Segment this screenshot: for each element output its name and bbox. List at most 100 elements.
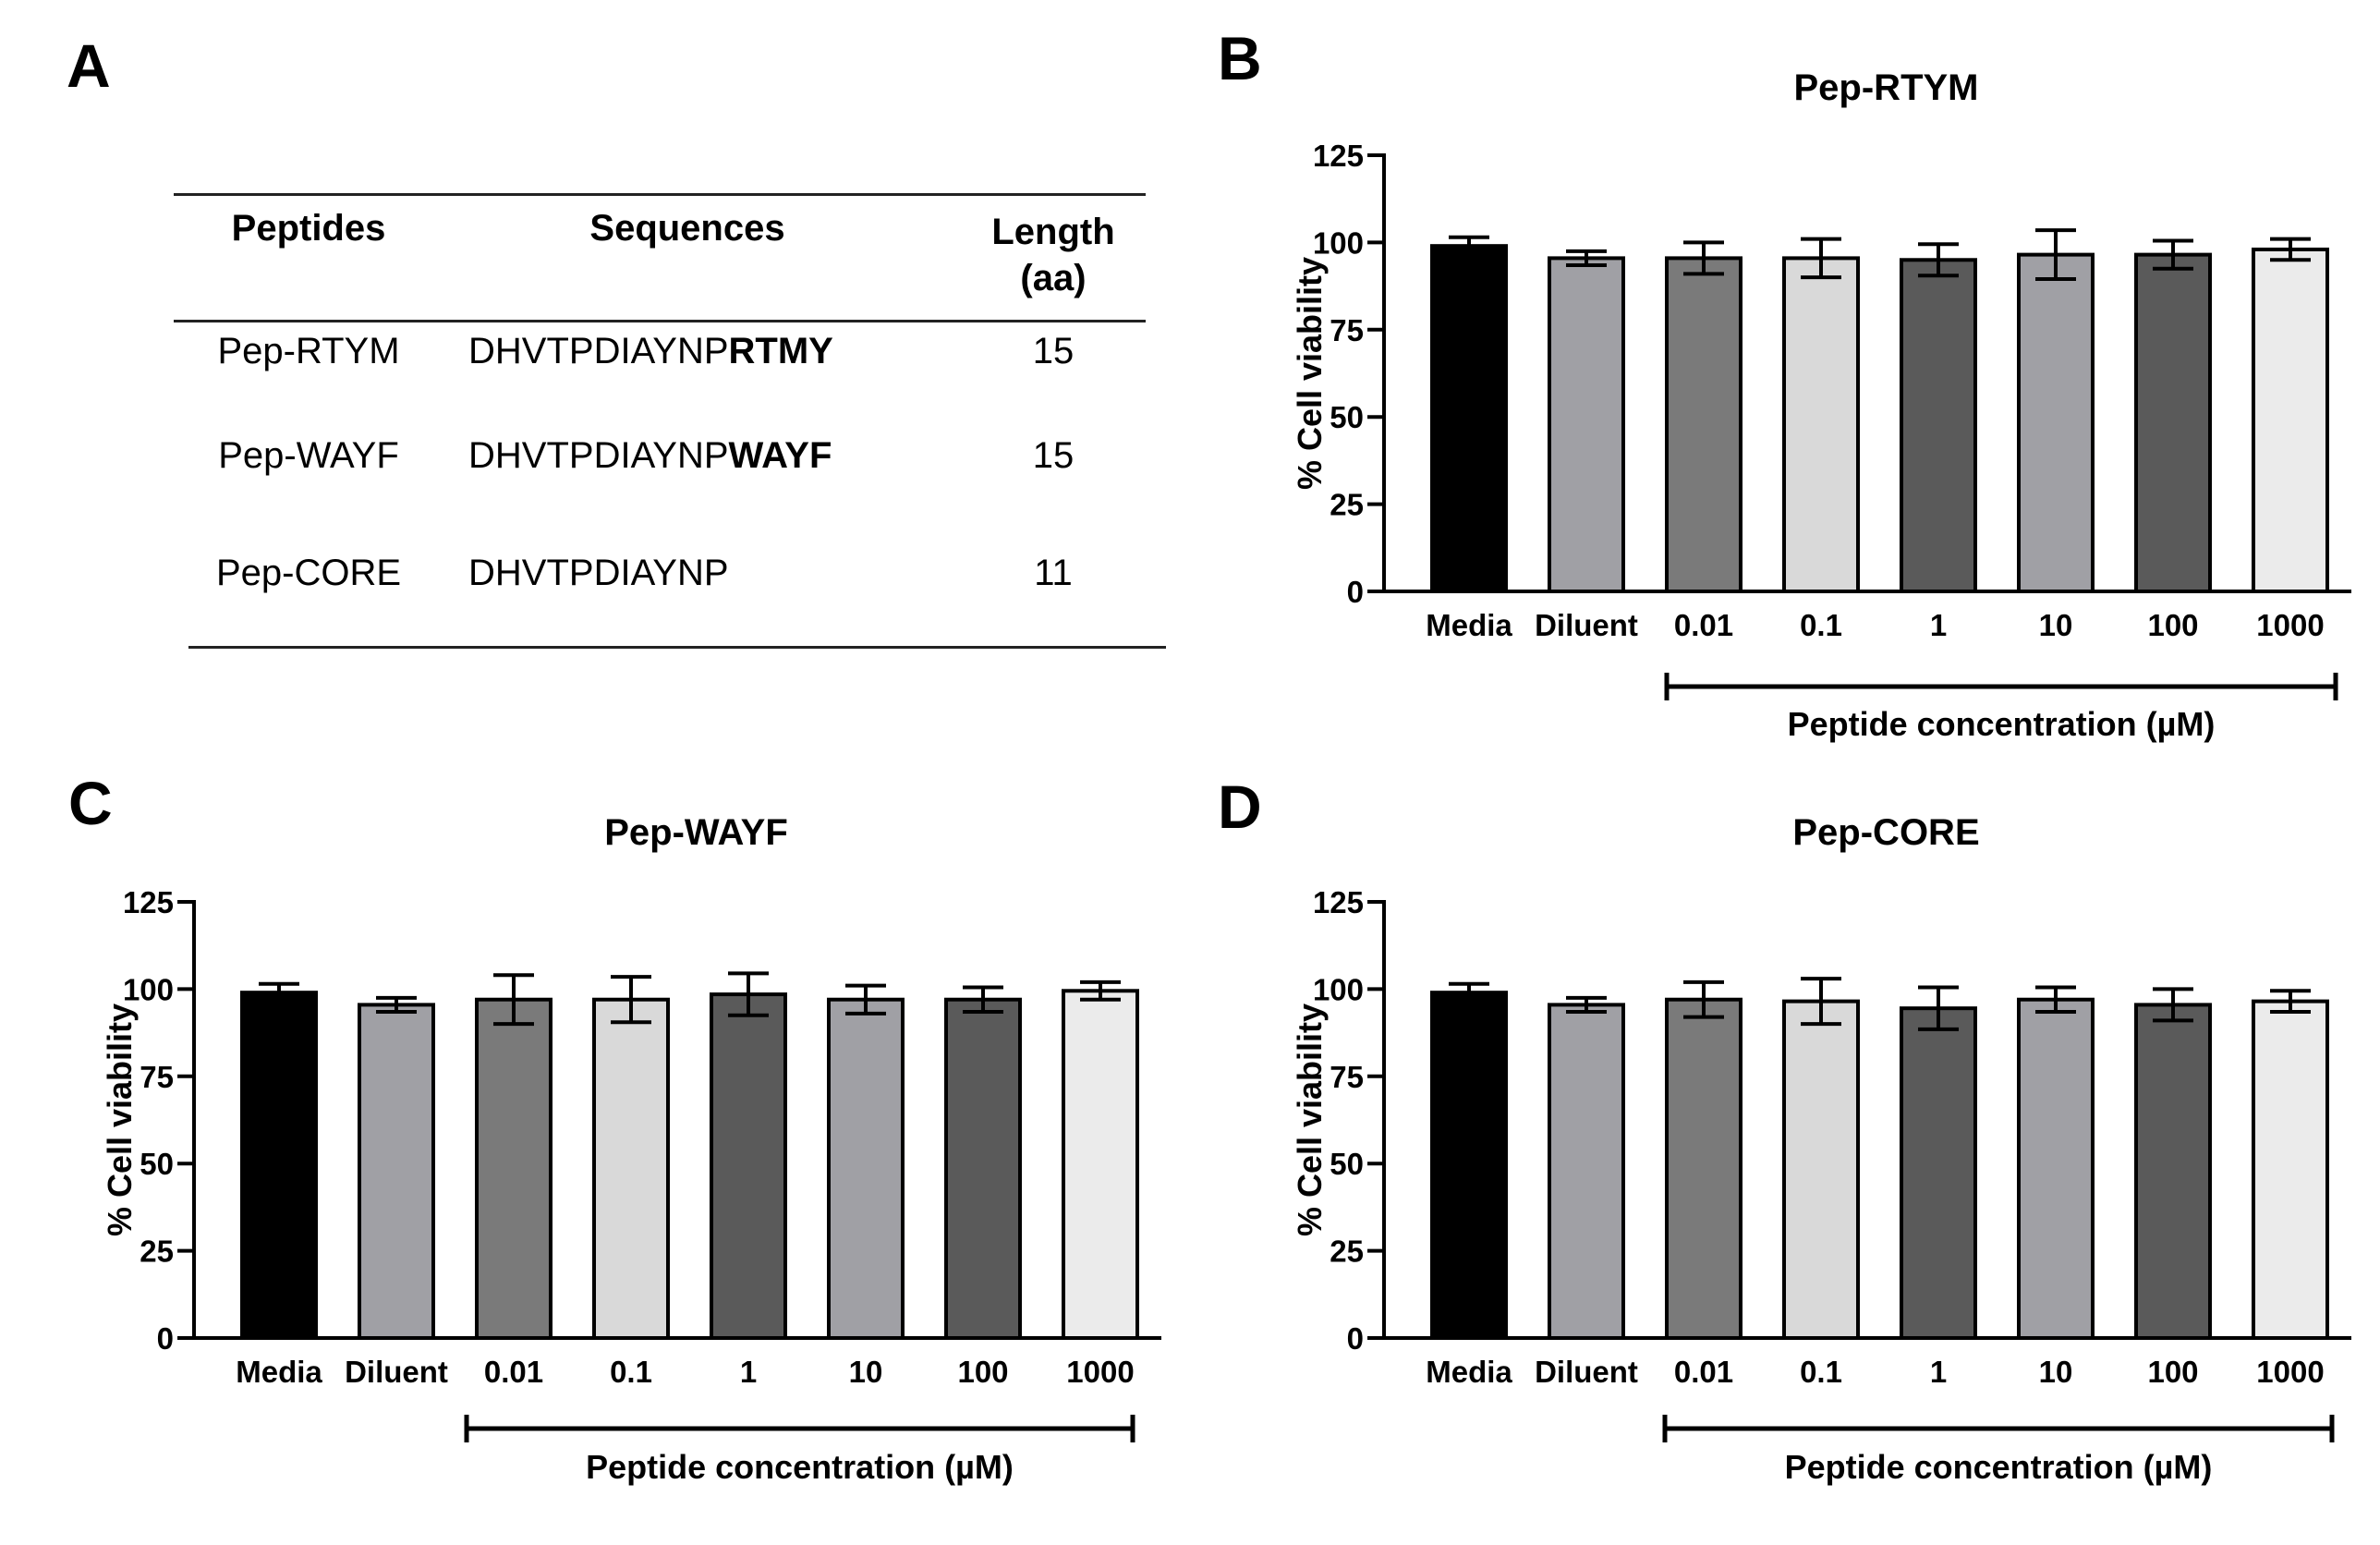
bar xyxy=(1548,256,1625,593)
x-axis-label: Peptide concentration (µM) xyxy=(1785,1448,2213,1486)
row-sequence-base: DHVTPDIAYNP xyxy=(468,553,729,593)
bar xyxy=(827,997,905,1341)
y-tick-label: 75 xyxy=(140,1060,174,1094)
row-sequence-base: DHVTPDIAYNP xyxy=(468,435,729,476)
bar xyxy=(240,991,318,1341)
y-tick-label: 25 xyxy=(1330,488,1364,522)
x-tick-label: 0.1 xyxy=(610,1355,652,1389)
bar xyxy=(1900,258,1977,593)
chart-title: Pep-WAYF xyxy=(604,812,788,853)
x-axis-label: Peptide concentration (µM) xyxy=(586,1448,1014,1486)
bar xyxy=(1782,256,1860,593)
row-sequence-motif: RTMY xyxy=(728,331,833,371)
x-tick-label: 100 xyxy=(2147,1355,2198,1389)
y-tick-label: 75 xyxy=(1330,313,1364,347)
y-tick-label: 100 xyxy=(1313,972,1364,1006)
y-tick-label: 0 xyxy=(157,1321,174,1356)
y-tick-label: 25 xyxy=(1330,1235,1364,1269)
x-tick-label: 0.1 xyxy=(1800,608,1842,642)
bar xyxy=(1430,991,1508,1341)
x-tick-label: Diluent xyxy=(1535,1355,1638,1389)
bar xyxy=(358,1003,435,1340)
y-tick-label: 125 xyxy=(1313,885,1364,919)
x-tick-label: 0.01 xyxy=(484,1355,543,1389)
chart-title: Pep-RTYM xyxy=(1794,67,1979,108)
header-sequences: Sequences xyxy=(589,208,785,249)
y-axis-label: % Cell viability xyxy=(1291,1004,1329,1236)
y-tick-label: 0 xyxy=(1347,1321,1364,1356)
row-sequence: DHVTPDIAYNPRTMY xyxy=(468,333,833,370)
x-tick-label: Media xyxy=(1426,608,1512,642)
row-length: 15 xyxy=(1032,435,1075,476)
row-peptide: Pep-RTYM xyxy=(217,331,400,371)
header-length-line2: (aa) xyxy=(1020,258,1087,298)
x-tick-label: Diluent xyxy=(1535,608,1638,642)
x-tick-label: 1000 xyxy=(1066,1355,1134,1389)
bar xyxy=(1665,256,1742,593)
row-sequence: DHVTPDIAYNP xyxy=(468,554,729,591)
y-tick-label: 50 xyxy=(1330,1147,1364,1181)
bar xyxy=(1430,244,1508,593)
bar xyxy=(1900,1006,1977,1340)
x-tick-label: 1000 xyxy=(2256,608,2324,642)
x-axis-label: Peptide concentration (µM) xyxy=(1788,705,2216,743)
y-tick-label: 50 xyxy=(1330,400,1364,434)
x-tick-label: 10 xyxy=(2039,608,2073,642)
x-tick-label: 10 xyxy=(2039,1355,2073,1389)
panel-letter-d: D xyxy=(1218,772,1262,841)
header-peptides: Peptides xyxy=(231,208,386,249)
chart-title: Pep-CORE xyxy=(1792,812,1979,853)
x-tick-label: Diluent xyxy=(345,1355,448,1389)
y-axis-label: % Cell viability xyxy=(101,1004,139,1236)
x-tick-label: 1 xyxy=(1930,1355,1947,1389)
table-header-rule xyxy=(174,320,1146,322)
header-length: Length (aa) xyxy=(991,209,1114,301)
y-tick-label: 100 xyxy=(1313,225,1364,260)
bar xyxy=(1665,997,1742,1341)
x-tick-label: 1 xyxy=(740,1355,757,1389)
row-length: 15 xyxy=(1032,331,1075,371)
bar xyxy=(944,997,1022,1341)
header-length-line1: Length xyxy=(991,212,1115,252)
bar xyxy=(2252,247,2329,593)
panel-letter-b: B xyxy=(1218,24,1262,92)
x-tick-label: Media xyxy=(1426,1355,1512,1389)
x-tick-label: Media xyxy=(236,1355,322,1389)
row-sequence-base: DHVTPDIAYNP xyxy=(468,331,729,371)
bar xyxy=(1548,1003,1625,1340)
x-tick-label: 100 xyxy=(957,1355,1008,1389)
bar xyxy=(1062,989,1139,1340)
y-tick-label: 0 xyxy=(1347,575,1364,609)
bar xyxy=(2017,997,2095,1341)
y-tick-label: 75 xyxy=(1330,1060,1364,1094)
y-tick-label: 100 xyxy=(123,972,174,1006)
row-peptide: Pep-CORE xyxy=(215,553,402,593)
x-tick-label: 1000 xyxy=(2256,1355,2324,1389)
table-top-rule xyxy=(174,193,1146,196)
row-sequence: DHVTPDIAYNPWAYF xyxy=(468,437,832,474)
bar xyxy=(2134,252,2212,593)
y-axis-label: % Cell viability xyxy=(1291,257,1329,490)
y-tick-label: 25 xyxy=(140,1235,174,1269)
y-tick-label: 125 xyxy=(1313,139,1364,173)
bar xyxy=(1782,999,1860,1340)
panel-letter-a: A xyxy=(67,31,111,100)
x-tick-label: 10 xyxy=(849,1355,883,1389)
row-length: 11 xyxy=(1034,553,1073,593)
x-tick-label: 0.01 xyxy=(1674,1355,1733,1389)
bar xyxy=(2017,252,2095,593)
y-tick-label: 50 xyxy=(140,1147,174,1181)
bar xyxy=(475,997,552,1341)
x-tick-label: 0.1 xyxy=(1800,1355,1842,1389)
panel-letter-c: C xyxy=(68,769,113,837)
y-tick-label: 125 xyxy=(123,885,174,919)
x-tick-label: 0.01 xyxy=(1674,608,1733,642)
bar xyxy=(710,992,787,1340)
row-sequence-motif: WAYF xyxy=(728,435,832,476)
x-tick-label: 1 xyxy=(1930,608,1947,642)
bar xyxy=(2134,1003,2212,1340)
row-peptide: Pep-WAYF xyxy=(218,435,399,476)
peptide-table: Peptides Sequences Length (aa) Pep-RTYM … xyxy=(0,0,1201,702)
table-bottom-rule xyxy=(188,646,1166,649)
bar xyxy=(2252,999,2329,1340)
